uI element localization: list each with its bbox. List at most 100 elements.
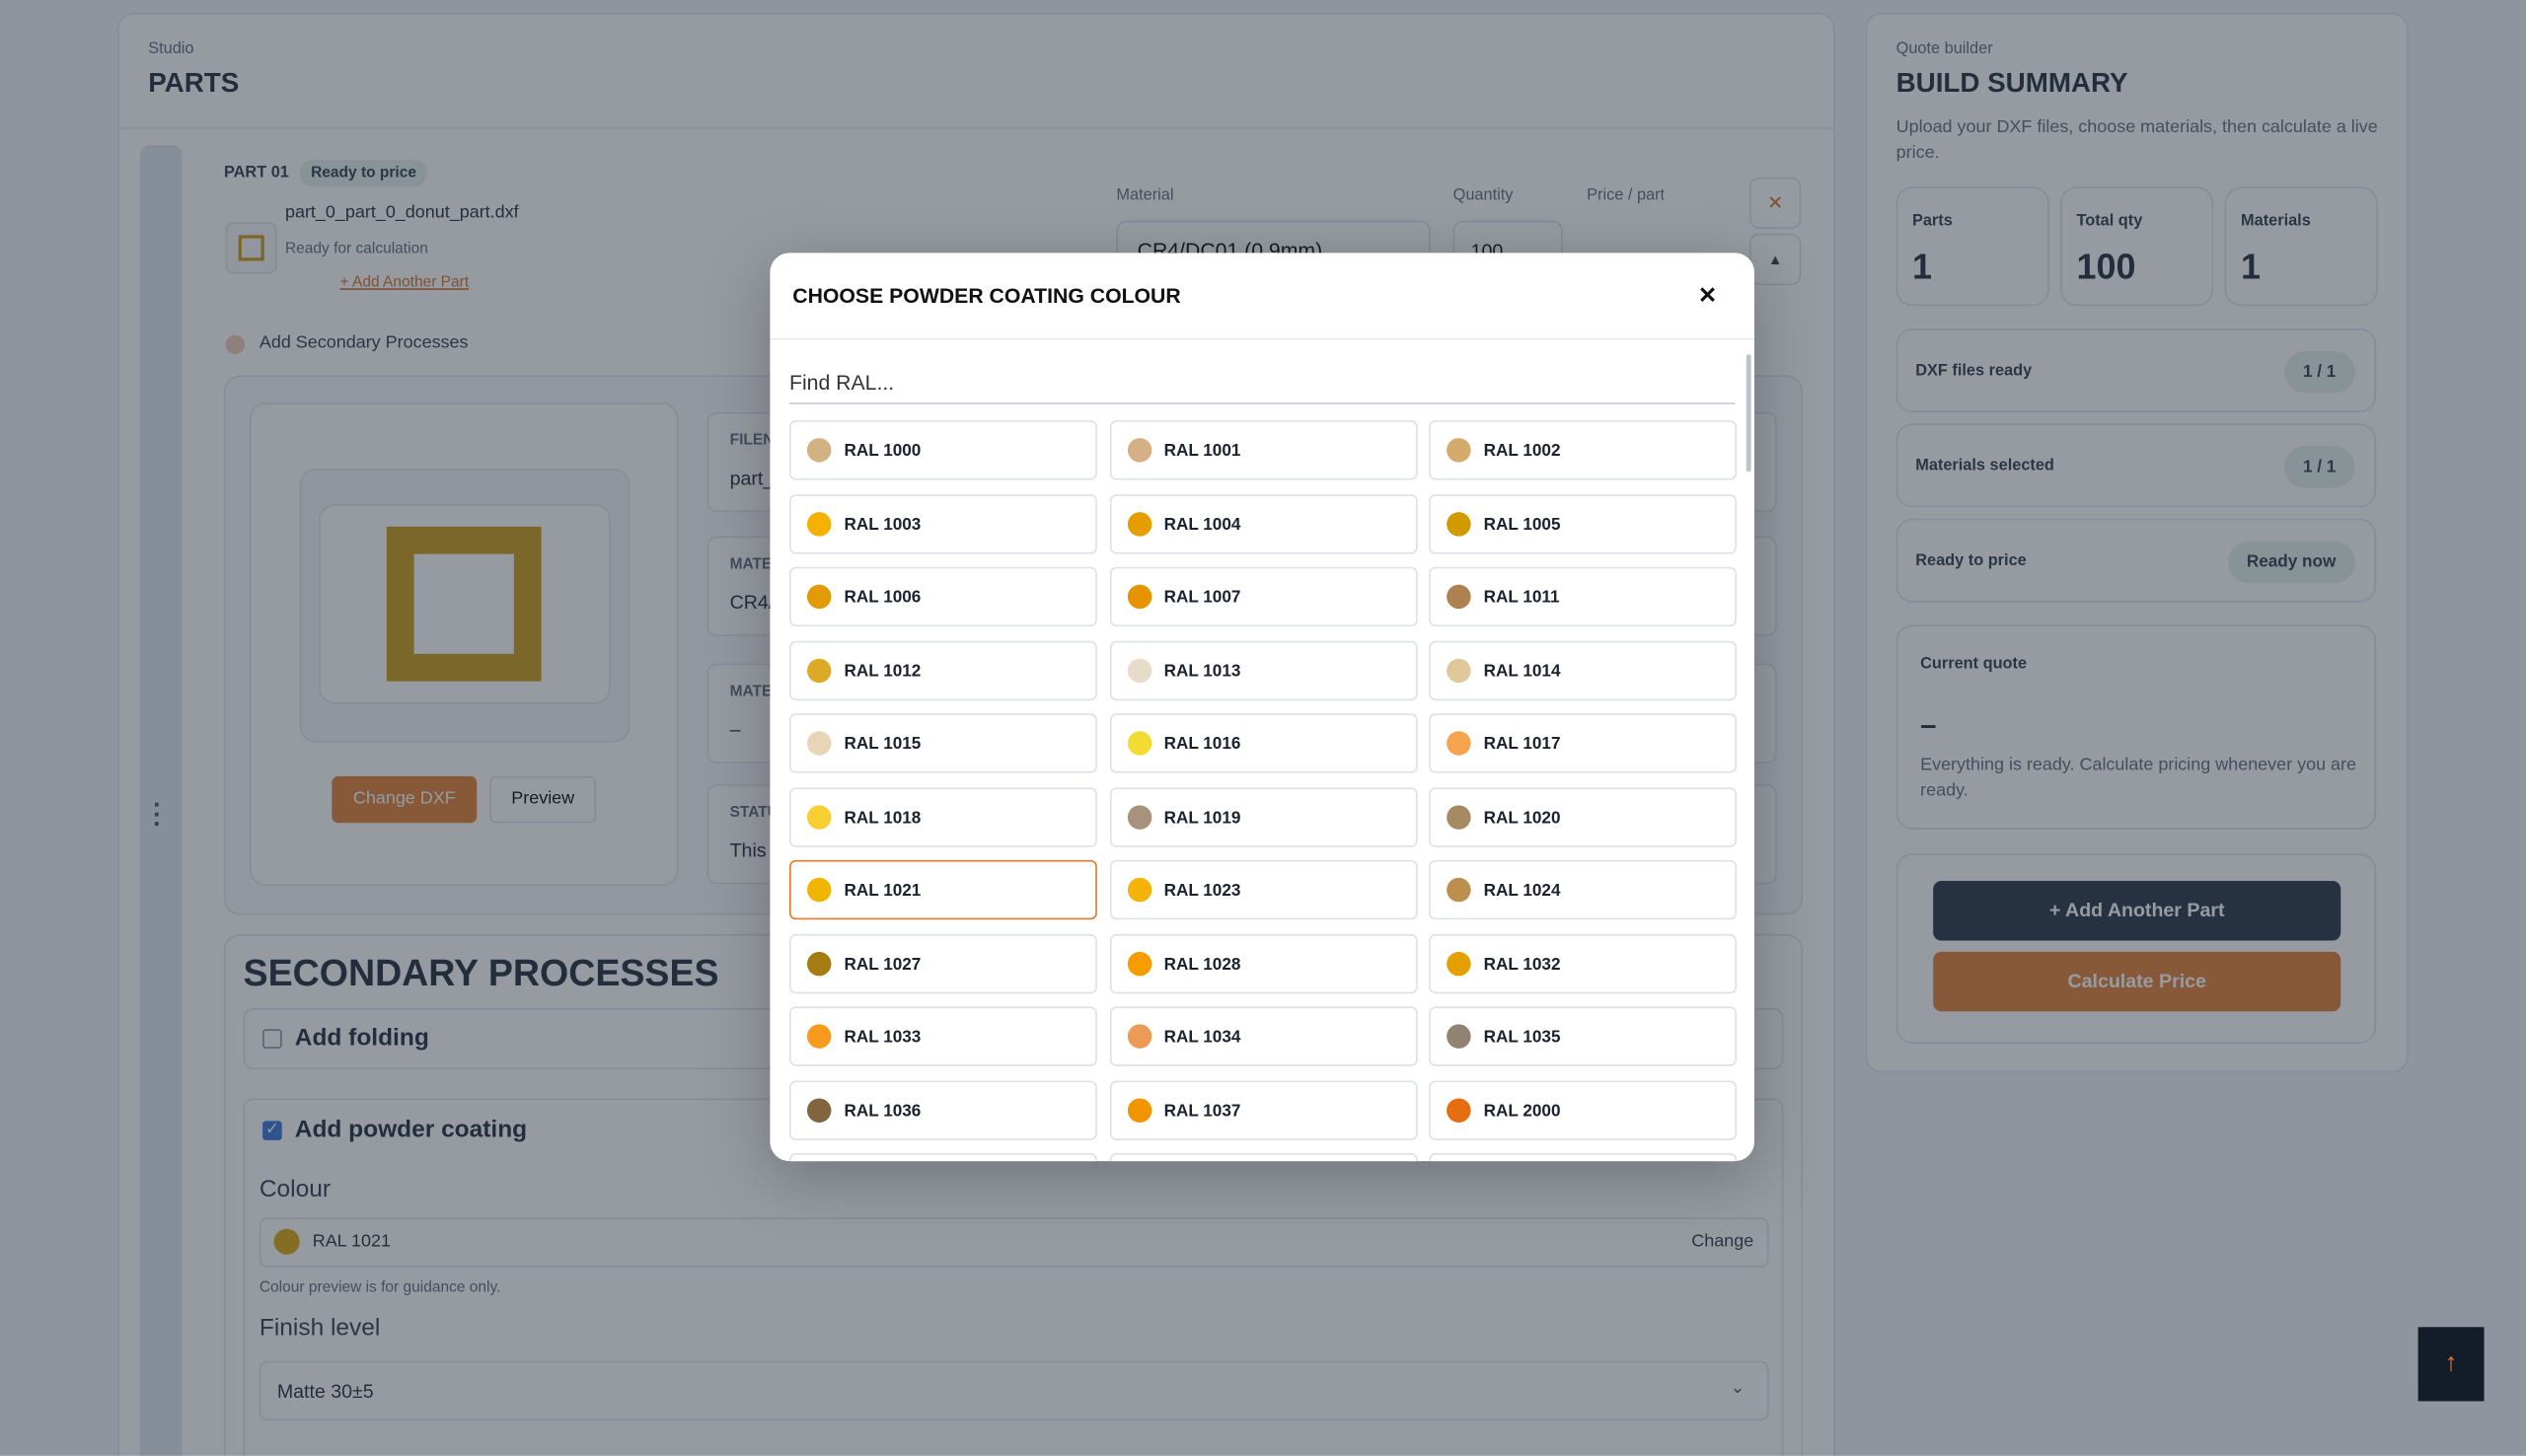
- swatch-name: RAL 1015: [844, 734, 922, 755]
- swatch-clipped: [1109, 1152, 1418, 1162]
- swatch-dot: [1447, 731, 1471, 756]
- swatch-dot: [806, 1097, 832, 1123]
- swatch-dot: [1127, 438, 1152, 463]
- swatch-dot: [1127, 951, 1152, 976]
- swatch-name: RAL 1019: [1163, 807, 1241, 828]
- swatch-dot: [1127, 1097, 1152, 1123]
- modal-title: CHOOSE POWDER COATING COLOUR: [792, 283, 1181, 308]
- swatch-dot: [1127, 731, 1152, 756]
- swatch-dot: [806, 731, 832, 756]
- swatch-name: RAL 1014: [1483, 661, 1561, 681]
- scrollbar[interactable]: [1746, 354, 1751, 473]
- swatch-name: RAL 1012: [844, 661, 922, 681]
- swatch-name: RAL 1011: [1483, 587, 1560, 608]
- swatch[interactable]: RAL 1013: [1109, 639, 1417, 700]
- swatch[interactable]: RAL 1035: [1429, 1006, 1737, 1066]
- swatch-dot: [1127, 657, 1152, 683]
- swatch-name: RAL 1035: [1483, 1027, 1561, 1048]
- swatch-clipped: [788, 1152, 1097, 1162]
- swatch-name: RAL 1001: [1163, 441, 1241, 461]
- swatch[interactable]: RAL 1011: [1429, 566, 1737, 627]
- swatch-name: RAL 1003: [844, 514, 922, 535]
- search-underline: [788, 402, 1736, 404]
- modal-close[interactable]: ✕: [1697, 281, 1717, 308]
- swatch[interactable]: RAL 1015: [788, 713, 1097, 773]
- swatch[interactable]: RAL 1007: [1109, 566, 1417, 627]
- swatch-dot: [1127, 584, 1152, 610]
- swatch[interactable]: RAL 1020: [1429, 786, 1737, 846]
- swatch[interactable]: RAL 1012: [788, 639, 1097, 700]
- swatch-name: RAL 1017: [1483, 734, 1561, 755]
- swatch-name: RAL 1034: [1163, 1027, 1241, 1048]
- swatch-name: RAL 2000: [1483, 1100, 1561, 1121]
- swatch[interactable]: RAL 1027: [788, 933, 1097, 993]
- swatch-name: RAL 1024: [1483, 881, 1561, 901]
- swatch[interactable]: RAL 1001: [1109, 420, 1417, 480]
- swatch-name: RAL 1002: [1483, 441, 1561, 461]
- swatch-name: RAL 1005: [1483, 514, 1561, 535]
- swatch-dot: [1447, 951, 1471, 976]
- swatch[interactable]: RAL 1036: [788, 1079, 1097, 1140]
- swatch-dot: [806, 438, 832, 463]
- swatch-dot: [1127, 804, 1152, 829]
- swatch-dot: [1447, 1024, 1471, 1049]
- swatch[interactable]: RAL 1004: [1109, 493, 1417, 553]
- swatch-dot: [1447, 438, 1471, 463]
- swatch-dot: [806, 804, 832, 829]
- swatch-name: RAL 1007: [1163, 587, 1241, 608]
- swatch[interactable]: RAL 1024: [1429, 859, 1737, 920]
- swatch-name: RAL 1036: [844, 1100, 922, 1121]
- swatch[interactable]: RAL 2000: [1429, 1079, 1737, 1140]
- swatch-name: RAL 1016: [1163, 734, 1241, 755]
- swatch[interactable]: RAL 1019: [1109, 786, 1417, 846]
- swatch-name: RAL 1000: [844, 441, 922, 461]
- swatch-name: RAL 1021: [844, 881, 922, 901]
- swatch-dot: [1447, 1097, 1471, 1123]
- swatch-name: RAL 1033: [844, 1027, 922, 1048]
- swatch-dot: [1447, 511, 1471, 536]
- swatch[interactable]: RAL 1032: [1429, 933, 1737, 993]
- swatch-dot: [806, 511, 832, 536]
- swatch-dot: [1447, 877, 1471, 903]
- swatch[interactable]: RAL 1006: [788, 566, 1097, 627]
- swatch[interactable]: RAL 1014: [1429, 639, 1737, 700]
- swatch-dot: [1447, 657, 1471, 683]
- swatch-name: RAL 1037: [1163, 1100, 1241, 1121]
- swatch-dot: [1127, 877, 1152, 903]
- swatch-name: RAL 1018: [844, 807, 922, 828]
- swatch-dot: [806, 657, 832, 683]
- swatch[interactable]: RAL 1033: [788, 1006, 1097, 1066]
- swatch-name: RAL 1013: [1163, 661, 1241, 681]
- swatch[interactable]: RAL 1023: [1109, 859, 1417, 920]
- swatch[interactable]: RAL 1002: [1429, 420, 1737, 480]
- swatch-name: RAL 1004: [1163, 514, 1241, 535]
- swatch-clipped: [1429, 1152, 1737, 1162]
- modal: CHOOSE POWDER COATING COLOUR ✕ Find RAL.…: [770, 253, 1754, 1162]
- swatch-name: RAL 1023: [1163, 881, 1241, 901]
- modal-divider: [770, 337, 1754, 340]
- swatch-dot: [1127, 511, 1152, 536]
- swatch-name: RAL 1006: [844, 587, 922, 608]
- swatch-dot: [1127, 1024, 1152, 1049]
- search-input[interactable]: Find RAL...: [788, 370, 895, 395]
- swatch[interactable]: RAL 1017: [1429, 713, 1737, 773]
- swatch[interactable]: RAL 1000: [788, 420, 1097, 480]
- swatch[interactable]: RAL 1005: [1429, 493, 1737, 553]
- swatch-name: RAL 1028: [1163, 954, 1241, 974]
- swatch[interactable]: RAL 1037: [1109, 1079, 1417, 1140]
- swatch-name: RAL 1032: [1483, 954, 1561, 974]
- swatch[interactable]: RAL 1021: [788, 859, 1097, 920]
- swatch[interactable]: RAL 1028: [1109, 933, 1417, 993]
- swatch[interactable]: RAL 1016: [1109, 713, 1417, 773]
- swatch[interactable]: RAL 1018: [788, 786, 1097, 846]
- swatch-dot: [1447, 804, 1471, 829]
- swatch-dot: [806, 877, 832, 903]
- swatch[interactable]: RAL 1034: [1109, 1006, 1417, 1066]
- swatch-dot: [1447, 584, 1471, 610]
- scroll-top[interactable]: ↑: [2417, 1327, 2485, 1402]
- swatch[interactable]: RAL 1003: [788, 493, 1097, 553]
- swatch-name: RAL 1027: [844, 954, 922, 974]
